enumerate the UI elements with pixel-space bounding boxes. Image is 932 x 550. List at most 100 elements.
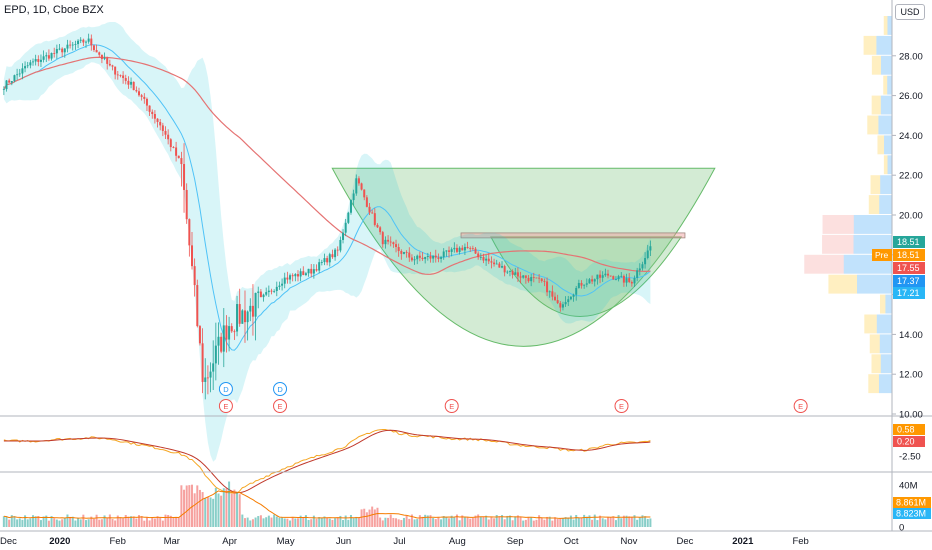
volume-bar — [641, 515, 644, 527]
candle-body — [145, 98, 148, 106]
currency-badge[interactable]: USD — [895, 4, 925, 20]
volume-bar — [10, 515, 13, 527]
candle-body — [360, 183, 363, 190]
candle-body — [495, 263, 498, 265]
volume-bar — [167, 515, 170, 527]
time-axis-label: Dec — [677, 536, 694, 547]
volume-bar — [24, 515, 27, 527]
volume-bar — [612, 516, 615, 527]
earnings-marker — [614, 399, 629, 413]
volume-bar — [583, 514, 586, 527]
volume-bar — [617, 515, 620, 527]
candle-body — [328, 254, 331, 263]
earnings-marker — [273, 399, 288, 413]
time-axis-label: Nov — [621, 536, 638, 547]
candle-body — [320, 262, 323, 263]
candle-body — [448, 250, 451, 252]
candle-body — [593, 279, 596, 282]
volume-bar — [577, 517, 580, 527]
volume-profile-bar — [868, 195, 880, 214]
volume-bar — [66, 514, 69, 527]
price-tick-label: 10.00 — [899, 410, 923, 421]
earnings-marker-label: E — [449, 402, 454, 411]
candle-body — [124, 78, 127, 81]
candle-body — [188, 219, 191, 246]
candle-body — [387, 239, 390, 242]
earnings-marker — [444, 399, 459, 413]
volume-bar — [153, 518, 156, 527]
candle-body — [418, 255, 421, 258]
candle-body — [140, 95, 143, 97]
volume-bar — [26, 519, 29, 527]
candle-body — [408, 252, 411, 258]
candle-body — [114, 66, 117, 75]
price-badge-value: 18.51 — [897, 250, 920, 260]
earnings-marker-label: E — [798, 402, 803, 411]
volume-bar — [172, 517, 175, 527]
volume-bar — [74, 520, 77, 527]
candle-body — [342, 232, 345, 240]
volume-bar — [599, 515, 602, 527]
candle-body — [190, 245, 193, 267]
volume-profile-bar — [887, 155, 892, 175]
volume-bar — [5, 516, 8, 527]
candle-body — [463, 246, 466, 251]
volume-bar — [392, 517, 395, 527]
candle-body — [220, 336, 223, 352]
volume-bar — [445, 516, 448, 527]
volume-bar — [286, 518, 289, 527]
candle-body — [519, 276, 522, 278]
dividend-marker-label: D — [223, 385, 229, 394]
candle-body — [567, 299, 570, 303]
volume-bar — [638, 517, 641, 527]
volume-bar — [209, 497, 212, 527]
volume-bar — [249, 520, 252, 527]
volume-bar — [569, 515, 572, 527]
volume-bar — [609, 517, 612, 527]
time-axis-label: May — [277, 536, 295, 547]
candle-body — [50, 53, 53, 59]
candle-body — [543, 280, 546, 282]
volume-bar — [69, 516, 72, 527]
candle-body — [265, 292, 268, 295]
volume-profile — [804, 16, 892, 394]
candle-body — [490, 261, 493, 263]
volume-bar — [230, 493, 233, 527]
candle-body — [32, 61, 35, 63]
time-axis-label: Dec — [0, 536, 17, 547]
candle-body — [66, 44, 69, 49]
volume-bar — [145, 517, 148, 527]
volume-bar — [119, 518, 122, 527]
volume-profile-bar — [878, 115, 892, 135]
time-axis-label: Feb — [110, 536, 126, 547]
volume-bar — [198, 489, 201, 527]
candle-body — [466, 246, 469, 249]
volume-bar — [114, 520, 117, 527]
volume-bar — [302, 517, 305, 527]
candle-body — [349, 200, 352, 213]
volume-bar — [95, 514, 98, 527]
time-axis-label: Aug — [449, 536, 466, 547]
candle-body — [413, 259, 416, 261]
volume-bar — [469, 518, 472, 527]
price-badge — [893, 236, 925, 248]
candle-body — [127, 80, 130, 85]
volume-bar — [225, 488, 228, 527]
candle-body — [214, 345, 217, 364]
volume-bar — [501, 515, 504, 527]
volume-profile-bar — [879, 195, 892, 214]
volume-bar — [334, 518, 337, 527]
time-axis-label: Jun — [336, 536, 351, 547]
oscillator-pane: -2.50 0.58 0.20 — [3, 424, 925, 494]
volume-bar — [591, 519, 594, 527]
volume-bar — [630, 517, 633, 527]
candle-body — [514, 272, 517, 275]
candle-body — [506, 271, 509, 273]
volume-bar — [156, 516, 159, 527]
volume-bar — [389, 514, 392, 527]
candle-body — [236, 304, 239, 332]
volume-bar — [376, 507, 379, 527]
